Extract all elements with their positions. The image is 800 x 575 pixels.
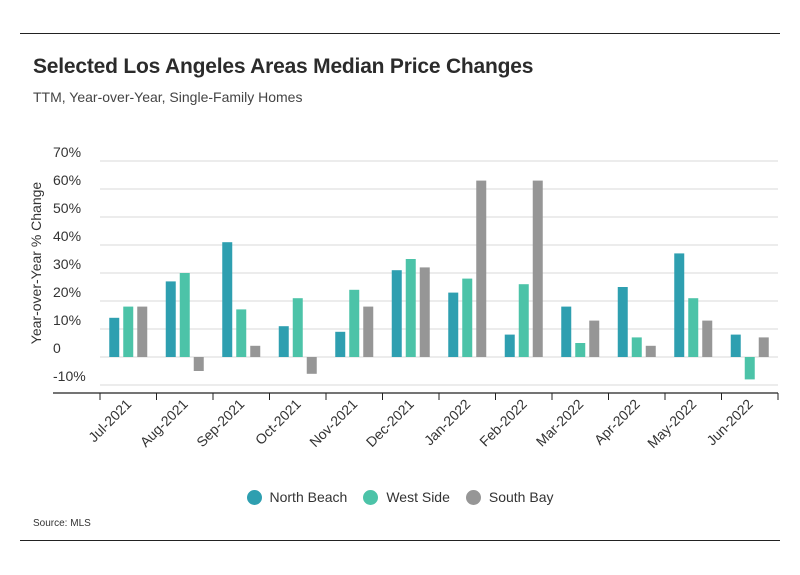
y-tick-label: 50%: [53, 200, 81, 216]
chart-subtitle: TTM, Year-over-Year, Single-Family Homes: [33, 89, 303, 105]
x-tick-label-feb-2022: Feb-2022: [476, 396, 530, 450]
bottom-rule: [20, 540, 780, 541]
y-tick-label: 20%: [53, 284, 81, 300]
bar-south-bay-feb-2022: [532, 180, 543, 357]
x-tick-label-mar-2022: Mar-2022: [533, 396, 587, 450]
bar-north-beach-jun-2022: [730, 334, 741, 357]
legend-label-north-beach: North Beach: [269, 489, 348, 505]
y-tick-label: 40%: [53, 228, 81, 244]
bar-north-beach-jan-2022: [448, 292, 459, 357]
y-tick-label: 0: [53, 340, 61, 356]
bar-south-bay-oct-2021: [306, 357, 317, 374]
bar-west-side-jun-2022: [744, 357, 755, 380]
x-tick-label-jan-2022: Jan-2022: [421, 396, 474, 449]
bar-south-bay-mar-2022: [589, 320, 600, 357]
legend-item-south-bay: South Bay: [465, 489, 554, 505]
bar-north-beach-sep-2021: [222, 242, 233, 357]
x-tick-label-nov-2021: Nov-2021: [306, 396, 360, 450]
bar-south-bay-sep-2021: [250, 345, 261, 357]
legend-label-west-side: West Side: [386, 489, 450, 505]
bar-north-beach-mar-2022: [561, 306, 572, 357]
bar-north-beach-feb-2022: [504, 334, 515, 357]
bar-north-beach-dec-2021: [391, 270, 402, 357]
bar-west-side-sep-2021: [236, 309, 247, 357]
legend-item-north-beach: North Beach: [246, 489, 348, 505]
y-tick-label: -10%: [53, 368, 86, 384]
x-tick-label-jul-2021: Jul-2021: [85, 396, 134, 445]
y-tick-label: 60%: [53, 172, 81, 188]
bar-west-side-feb-2022: [518, 284, 529, 357]
x-tick-label-sep-2021: Sep-2021: [193, 396, 247, 450]
y-tick-label: 10%: [53, 312, 81, 328]
x-axis-ticks: Jul-2021 Aug-2021 Sep-2021 Oct-2021 Nov-2021…: [85, 393, 779, 451]
bar-south-bay-aug-2021: [193, 357, 204, 371]
bar-north-beach-oct-2021: [278, 326, 289, 357]
bar-north-beach-nov-2021: [335, 331, 346, 357]
legend-label-south-bay: South Bay: [488, 489, 554, 505]
x-tick-label-dec-2021: Dec-2021: [363, 396, 417, 450]
bar-west-side-nov-2021: [349, 289, 360, 357]
bar-west-side-jan-2022: [462, 278, 473, 357]
bar-south-bay-may-2022: [702, 320, 713, 357]
legend-item-west-side: West Side: [363, 489, 450, 505]
bar-south-bay-jun-2022: [758, 337, 769, 357]
bar-north-beach-aug-2021: [165, 281, 176, 357]
bar-west-side-apr-2022: [631, 337, 642, 357]
bar-west-side-oct-2021: [292, 298, 303, 357]
y-tick-label: 30%: [53, 256, 81, 272]
bar-west-side-jul-2021: [123, 306, 134, 357]
gridlines: [100, 160, 778, 386]
x-tick-label-oct-2021: Oct-2021: [252, 396, 304, 448]
y-tick-label: 70%: [53, 144, 81, 160]
bar-south-bay-jul-2021: [137, 306, 148, 357]
top-rule: [20, 33, 780, 34]
bar-south-bay-jan-2022: [476, 180, 487, 357]
bars: [109, 180, 769, 380]
legend-swatch-south-bay: [465, 489, 481, 505]
x-tick-label-apr-2022: Apr-2022: [591, 396, 643, 448]
bar-south-bay-nov-2021: [363, 306, 374, 357]
y-axis-tick-labels: -10% 0 10% 20% 30% 40% 50% 60% 70%: [53, 144, 86, 384]
bar-west-side-mar-2022: [575, 343, 586, 357]
source-note: Source: MLS: [33, 518, 91, 529]
legend-swatch-north-beach: [246, 489, 262, 505]
bar-north-beach-apr-2022: [617, 287, 628, 357]
bar-north-beach-jul-2021: [109, 317, 120, 357]
x-tick-label-may-2022: May-2022: [644, 396, 699, 451]
x-tick-label-aug-2021: Aug-2021: [137, 396, 191, 450]
legend: North Beach West Side South Bay: [0, 489, 800, 505]
y-axis-label: Year-over-Year % Change: [28, 182, 44, 345]
bar-north-beach-may-2022: [674, 253, 685, 357]
bar-south-bay-apr-2022: [645, 345, 656, 357]
legend-swatch-west-side: [363, 489, 379, 505]
x-tick-label-jun-2022: Jun-2022: [703, 396, 756, 449]
bar-south-bay-dec-2021: [419, 267, 430, 357]
chart-title: Selected Los Angeles Areas Median Price …: [33, 55, 534, 78]
bar-west-side-aug-2021: [179, 273, 190, 357]
bar-west-side-dec-2021: [405, 259, 416, 357]
bar-west-side-may-2022: [688, 298, 699, 357]
